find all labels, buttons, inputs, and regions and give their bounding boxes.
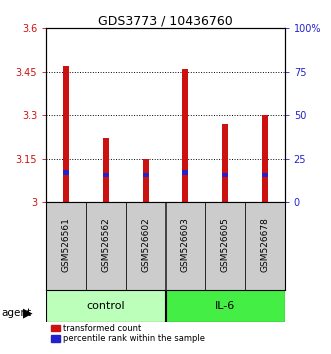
Bar bbox=[143, 173, 149, 177]
Text: GSM526603: GSM526603 bbox=[181, 217, 190, 272]
Bar bbox=[103, 138, 109, 202]
Bar bbox=[222, 173, 228, 177]
Bar bbox=[143, 159, 149, 202]
Bar bbox=[262, 173, 268, 177]
Bar bbox=[63, 170, 69, 175]
Bar bbox=[245, 202, 285, 290]
Text: IL-6: IL-6 bbox=[215, 301, 235, 311]
Bar bbox=[63, 66, 69, 202]
Bar bbox=[205, 202, 245, 290]
Bar bbox=[166, 202, 205, 290]
Text: control: control bbox=[87, 301, 125, 311]
Bar bbox=[222, 124, 228, 202]
Text: GSM526678: GSM526678 bbox=[260, 217, 269, 272]
Bar bbox=[126, 202, 166, 290]
Bar bbox=[86, 202, 126, 290]
Bar bbox=[46, 202, 86, 290]
Text: GSM526562: GSM526562 bbox=[101, 217, 111, 272]
Legend: transformed count, percentile rank within the sample: transformed count, percentile rank withi… bbox=[51, 323, 206, 344]
Bar bbox=[182, 170, 188, 175]
Bar bbox=[262, 115, 268, 202]
Text: GSM526605: GSM526605 bbox=[220, 217, 230, 272]
Text: agent: agent bbox=[2, 308, 32, 318]
Title: GDS3773 / 10436760: GDS3773 / 10436760 bbox=[98, 14, 233, 27]
Text: GSM526561: GSM526561 bbox=[62, 217, 71, 272]
Text: ▶: ▶ bbox=[23, 307, 32, 320]
Bar bbox=[46, 290, 166, 322]
Bar bbox=[182, 69, 188, 202]
Bar bbox=[103, 173, 109, 177]
Bar bbox=[166, 290, 285, 322]
Text: GSM526602: GSM526602 bbox=[141, 217, 150, 272]
